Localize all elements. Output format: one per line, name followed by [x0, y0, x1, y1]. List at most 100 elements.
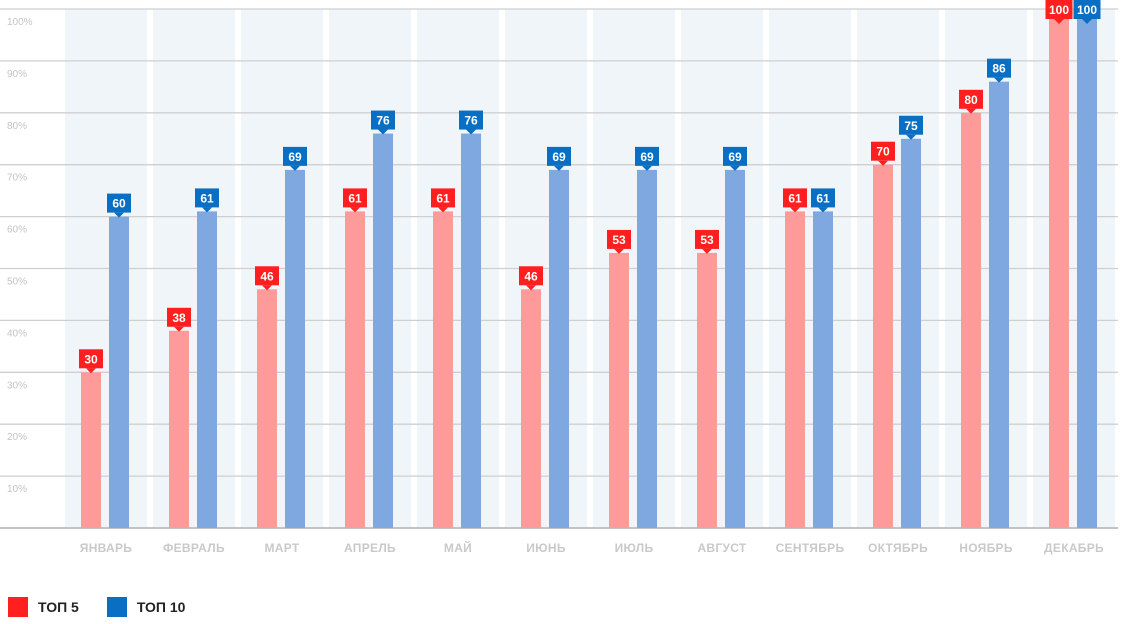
value-label-text: 38: [172, 311, 186, 325]
value-label-pointer: [642, 165, 652, 171]
value-label-top10: 86: [987, 58, 1011, 83]
legend-item-top5: ТОП 5: [8, 597, 79, 617]
value-label-text: 61: [816, 191, 830, 205]
value-label-pointer: [994, 77, 1004, 83]
y-tick-label: 100%: [7, 17, 33, 28]
bar-top10: [813, 211, 833, 528]
value-label-text: 80: [964, 93, 978, 107]
value-label-text: 100: [1049, 3, 1069, 17]
value-label-pointer: [730, 165, 740, 171]
bar-top5: [433, 211, 453, 528]
value-label-box: [723, 146, 747, 166]
bar-top5: [81, 372, 101, 528]
y-tick-label: 50%: [7, 277, 27, 288]
value-label-pointer: [438, 207, 448, 213]
value-label-text: 75: [904, 119, 918, 133]
bar-chart: 10% 20% 30% 40% 50% 60% 70% 80% 90% 100% 30 60 38 61…: [0, 0, 1118, 555]
x-category-label: ФЕВРАЛЬ: [163, 541, 225, 555]
value-label-top5: 53: [607, 229, 631, 254]
bar-top10: [109, 216, 129, 528]
y-tick-label: 90%: [7, 69, 27, 80]
legend-item-top10: ТОП 10: [106, 597, 186, 617]
value-label-pointer: [350, 207, 360, 213]
value-label-top5: 100: [1045, 0, 1073, 24]
value-label-text: 69: [552, 150, 566, 164]
value-label-top10: 69: [547, 146, 571, 171]
bar-top5: [961, 112, 981, 529]
x-category-label: НОЯБРЬ: [959, 541, 1013, 555]
value-label-text: 69: [288, 150, 302, 164]
value-label-box: [195, 188, 219, 208]
value-label-box: [871, 141, 895, 161]
legend: ТОП 5 ТОП 10: [8, 597, 213, 617]
value-label-top10: 76: [459, 110, 483, 135]
bar-top5: [873, 164, 893, 528]
value-label-pointer: [966, 108, 976, 114]
value-label-pointer: [818, 207, 828, 213]
y-axis-tick-labels: 10% 20% 30% 40% 50% 60% 70% 80% 90% 100%: [7, 17, 33, 495]
value-label-pointer: [878, 160, 888, 166]
value-label-text: 60: [112, 197, 126, 211]
y-tick-label: 60%: [7, 225, 27, 236]
value-label-pointer: [790, 207, 800, 213]
value-label-box: [1045, 0, 1073, 19]
value-label-pointer: [262, 285, 272, 291]
value-label-top5: 61: [431, 188, 455, 213]
value-label-top10: 61: [195, 188, 219, 213]
y-tick-label: 80%: [7, 121, 27, 132]
value-label-box: [783, 188, 807, 208]
bar-top5: [257, 289, 277, 528]
value-label-text: 69: [728, 150, 742, 164]
bar-top10: [373, 133, 393, 528]
value-label-top10: 100: [1073, 0, 1101, 24]
value-label-top10: 69: [723, 146, 747, 171]
value-label-box: [371, 110, 395, 130]
bar-top5: [785, 211, 805, 528]
value-label-text: 69: [640, 150, 654, 164]
bar-top5: [169, 330, 189, 528]
x-category-label: МАЙ: [444, 540, 472, 555]
value-label-top5: 53: [695, 229, 719, 254]
value-label-top10: 69: [283, 146, 307, 171]
value-label-pointer: [1082, 19, 1092, 24]
value-label-top5: 61: [343, 188, 367, 213]
bar-top10: [989, 81, 1009, 528]
value-label-text: 53: [612, 233, 626, 247]
value-label-box: [1073, 0, 1101, 19]
x-category-label: АВГУСТ: [697, 541, 746, 555]
legend-label-top5: ТОП 5: [38, 599, 79, 615]
value-label-top5: 70: [871, 141, 895, 166]
value-label-pointer: [202, 207, 212, 213]
value-label-pointer: [290, 165, 300, 171]
value-label-text: 61: [436, 191, 450, 205]
x-category-label: ДЕКАБРЬ: [1044, 541, 1104, 555]
value-label-text: 53: [700, 233, 714, 247]
value-label-text: 100: [1077, 3, 1097, 17]
value-label-text: 76: [376, 114, 390, 128]
bar-top5: [345, 211, 365, 528]
value-label-text: 76: [464, 114, 478, 128]
value-label-pointer: [114, 212, 124, 218]
value-label-text: 61: [348, 191, 362, 205]
value-label-top10: 69: [635, 146, 659, 171]
value-label-top5: 80: [959, 89, 983, 114]
bar-top5: [1049, 9, 1069, 528]
value-label-top10: 76: [371, 110, 395, 135]
bar-top10: [637, 169, 657, 528]
value-label-box: [431, 188, 455, 208]
value-label-box: [607, 229, 631, 249]
legend-label-top10: ТОП 10: [136, 599, 186, 615]
legend-swatch-top10: [106, 597, 127, 617]
value-label-box: [635, 146, 659, 166]
value-label-box: [107, 193, 131, 213]
value-label-top5: 61: [783, 188, 807, 213]
value-label-pointer: [526, 285, 536, 291]
value-label-top5: 46: [519, 266, 543, 291]
x-category-label: ИЮЛЬ: [615, 541, 654, 555]
value-label-text: 61: [200, 191, 214, 205]
value-label-box: [959, 89, 983, 109]
bar-top10: [1077, 9, 1097, 528]
x-category-label: ЯНВАРЬ: [80, 541, 133, 555]
value-label-box: [167, 307, 191, 327]
value-label-pointer: [86, 368, 96, 374]
